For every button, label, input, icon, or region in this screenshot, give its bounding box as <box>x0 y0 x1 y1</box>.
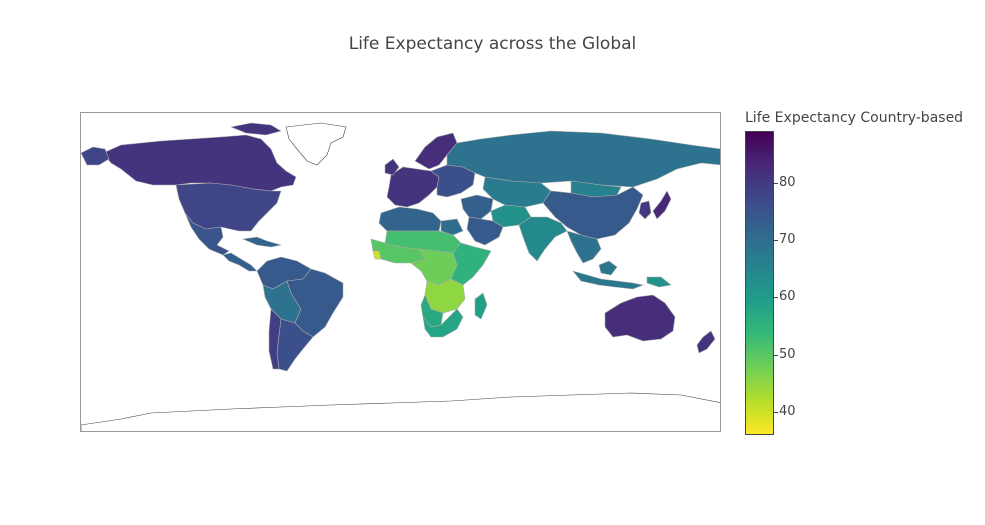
region-alaska[interactable] <box>81 146 110 166</box>
region-indonesia[interactable] <box>572 270 645 290</box>
region-southeast-asia[interactable] <box>566 230 602 264</box>
region-western-europe[interactable] <box>386 166 440 208</box>
region-central-america[interactable] <box>222 252 258 272</box>
region-north-africa[interactable] <box>378 206 442 232</box>
chart-title: Life Expectancy across the Global <box>348 34 637 54</box>
colorbar-tick-mark <box>774 239 778 241</box>
colorbar-tick-mark <box>774 354 778 356</box>
map-canvas[interactable] <box>81 113 721 432</box>
region-middle-east[interactable] <box>460 194 494 220</box>
region-mexico[interactable] <box>184 212 230 256</box>
colorbar-title: Life Expectancy Country-based <box>745 110 964 126</box>
region-russia[interactable] <box>446 130 721 188</box>
region-brazil[interactable] <box>286 268 344 338</box>
region-south-africa[interactable] <box>422 308 464 338</box>
region-china[interactable] <box>542 186 644 240</box>
region-east-africa[interactable] <box>450 242 492 286</box>
region-uk[interactable] <box>384 158 400 176</box>
colorbar-tick-mark <box>774 182 778 184</box>
colorbar-tick-label: 50 <box>779 346 796 362</box>
colorbar-tick-label: 60 <box>779 289 796 305</box>
region-arabian-peninsula[interactable] <box>466 216 504 246</box>
region-egypt[interactable] <box>440 218 464 236</box>
region-papua-new-guinea[interactable] <box>646 276 672 288</box>
region-caribbean[interactable] <box>241 236 282 248</box>
region-japan[interactable] <box>652 190 672 220</box>
region-sierra-leone[interactable] <box>372 250 382 260</box>
choropleth-map[interactable] <box>80 112 721 432</box>
region-central-asia[interactable] <box>482 176 552 208</box>
region-chile[interactable] <box>268 308 282 370</box>
region-india[interactable] <box>518 216 568 262</box>
region-canada[interactable] <box>102 134 297 192</box>
colorbar-tick-mark <box>774 412 778 414</box>
colorbar-tick-label: 70 <box>779 231 796 247</box>
colorbar-tick-label: 40 <box>779 404 796 420</box>
region-borneo[interactable] <box>598 260 618 276</box>
colorbar <box>745 131 774 435</box>
region-southern-central-africa[interactable] <box>424 278 466 314</box>
colorbar-tick-label: 80 <box>779 174 796 190</box>
colorbar-tick-mark <box>774 297 778 299</box>
region-madagascar[interactable] <box>474 292 488 320</box>
region-canada-islands[interactable] <box>229 122 282 136</box>
region-australia[interactable] <box>604 294 676 342</box>
region-greenland[interactable] <box>285 122 347 166</box>
region-korea[interactable] <box>638 200 652 220</box>
region-antarctica[interactable] <box>81 392 721 432</box>
region-new-zealand[interactable] <box>696 330 716 354</box>
